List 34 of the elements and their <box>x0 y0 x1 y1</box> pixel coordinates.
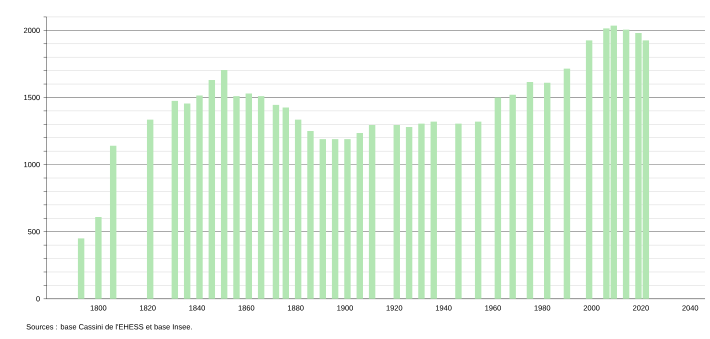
bar <box>272 105 280 299</box>
bar <box>406 127 412 299</box>
bar <box>418 124 425 299</box>
bar <box>332 139 338 299</box>
bar <box>430 122 437 299</box>
bar <box>368 125 376 299</box>
bar <box>344 139 351 299</box>
bar <box>208 80 216 299</box>
bar <box>246 94 252 299</box>
bar <box>455 124 462 299</box>
bar <box>544 82 550 299</box>
bar <box>95 217 102 299</box>
bar <box>622 30 630 299</box>
bar <box>146 120 154 299</box>
bar <box>258 96 264 299</box>
bar <box>526 82 534 299</box>
bar <box>474 122 482 299</box>
bar <box>307 131 314 299</box>
bar <box>282 108 290 299</box>
bar <box>320 139 326 299</box>
bar <box>494 98 502 299</box>
bar <box>220 70 228 299</box>
bar <box>586 40 592 299</box>
bar <box>110 146 116 299</box>
bar <box>294 120 302 299</box>
bar <box>78 238 84 299</box>
bar <box>184 104 190 299</box>
bar <box>196 96 203 299</box>
bar <box>233 96 240 299</box>
bar <box>564 68 570 299</box>
bar <box>509 94 516 299</box>
bar <box>356 133 363 299</box>
bar <box>394 125 400 299</box>
bar <box>172 100 178 299</box>
